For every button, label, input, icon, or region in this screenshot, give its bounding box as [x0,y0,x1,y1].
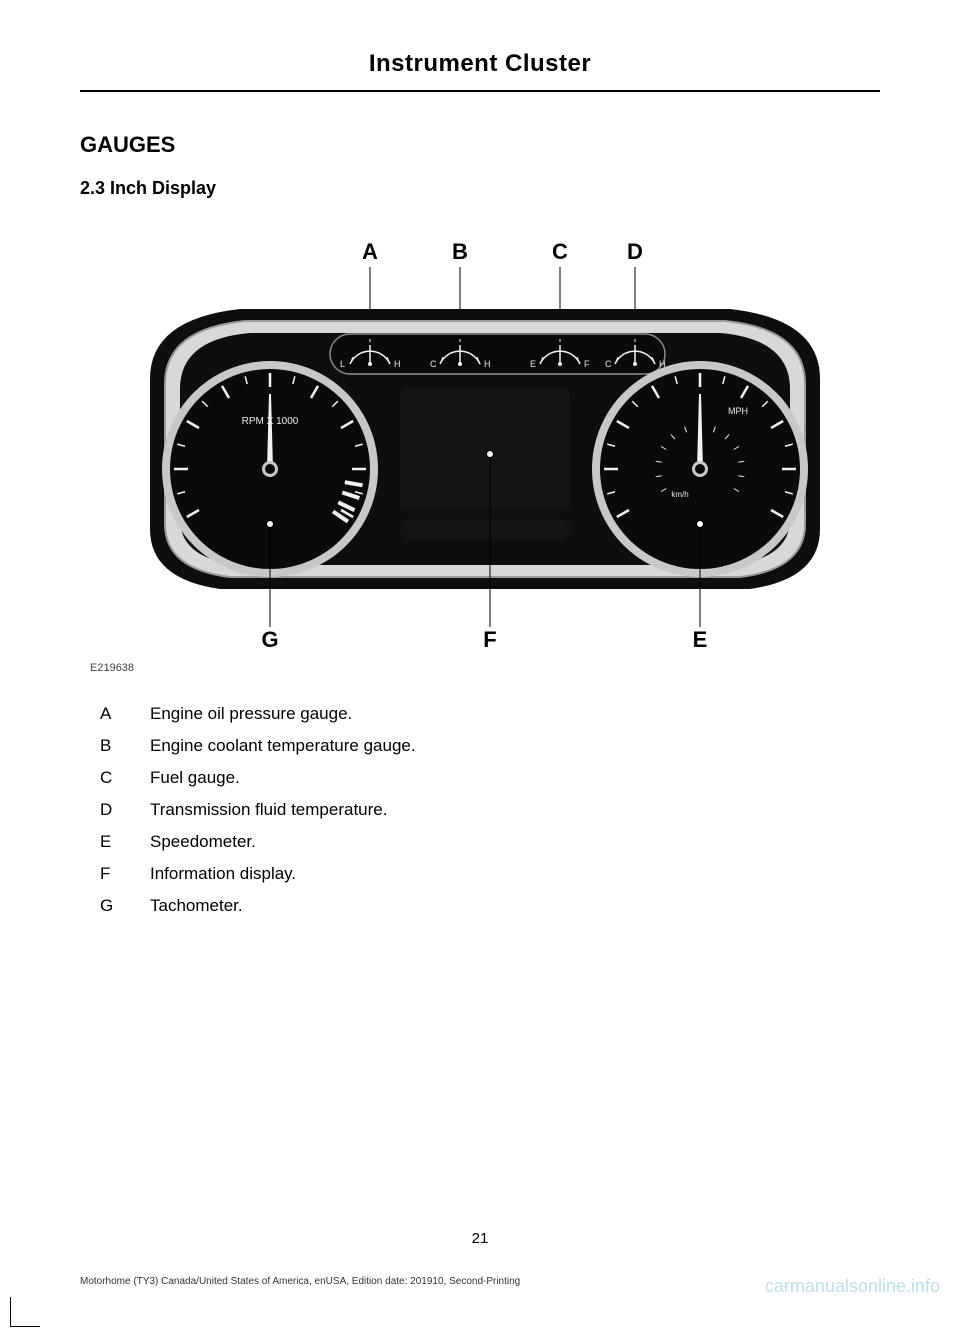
page-number: 21 [0,1230,960,1247]
svg-text:G: G [261,627,278,649]
legend-letter: F [100,864,150,884]
legend-row: AEngine oil pressure gauge. [100,704,880,724]
legend-list: AEngine oil pressure gauge.BEngine coola… [80,704,880,916]
svg-text:km/h: km/h [671,490,688,499]
svg-text:H: H [484,359,491,369]
legend-text: Tachometer. [150,896,243,916]
svg-text:F: F [483,627,496,649]
legend-row: BEngine coolant temperature gauge. [100,736,880,756]
svg-text:C: C [552,239,568,264]
svg-text:MPH: MPH [728,406,748,416]
legend-row: FInformation display. [100,864,880,884]
legend-letter: E [100,832,150,852]
legend-text: Information display. [150,864,296,884]
svg-text:E: E [530,359,536,369]
diagram-container: ABCDLHCHEFCHRPM X 1000MPHkm/hGFE E219638 [90,229,870,674]
svg-text:D: D [627,239,643,264]
section-title: GAUGES [80,132,880,158]
legend-text: Engine coolant temperature gauge. [150,736,416,756]
legend-letter: D [100,800,150,820]
legend-row: GTachometer. [100,896,880,916]
legend-letter: G [100,896,150,916]
legend-letter: A [100,704,150,724]
page-header-title: Instrument Cluster [80,50,880,90]
svg-text:H: H [394,359,401,369]
footer-text: Motorhome (TY3) Canada/United States of … [80,1276,520,1287]
svg-text:L: L [340,359,345,369]
legend-row: DTransmission fluid temperature. [100,800,880,820]
svg-text:A: A [362,239,378,264]
legend-text: Engine oil pressure gauge. [150,704,352,724]
svg-text:C: C [430,359,437,369]
legend-row: ESpeedometer. [100,832,880,852]
svg-text:B: B [452,239,468,264]
instrument-cluster-diagram: ABCDLHCHEFCHRPM X 1000MPHkm/hGFE [90,229,870,649]
header-rule [80,90,880,92]
crop-mark [10,1297,40,1327]
legend-text: Transmission fluid temperature. [150,800,387,820]
legend-letter: C [100,768,150,788]
subsection-title: 2.3 Inch Display [80,178,880,199]
svg-text:C: C [605,359,612,369]
diagram-id: E219638 [90,662,870,674]
legend-text: Speedometer. [150,832,256,852]
svg-text:RPM X 1000: RPM X 1000 [242,416,299,427]
legend-letter: B [100,736,150,756]
legend-text: Fuel gauge. [150,768,240,788]
svg-text:F: F [584,359,590,369]
svg-text:E: E [693,627,708,649]
legend-row: CFuel gauge. [100,768,880,788]
watermark: carmanualsonline.info [765,1276,940,1297]
